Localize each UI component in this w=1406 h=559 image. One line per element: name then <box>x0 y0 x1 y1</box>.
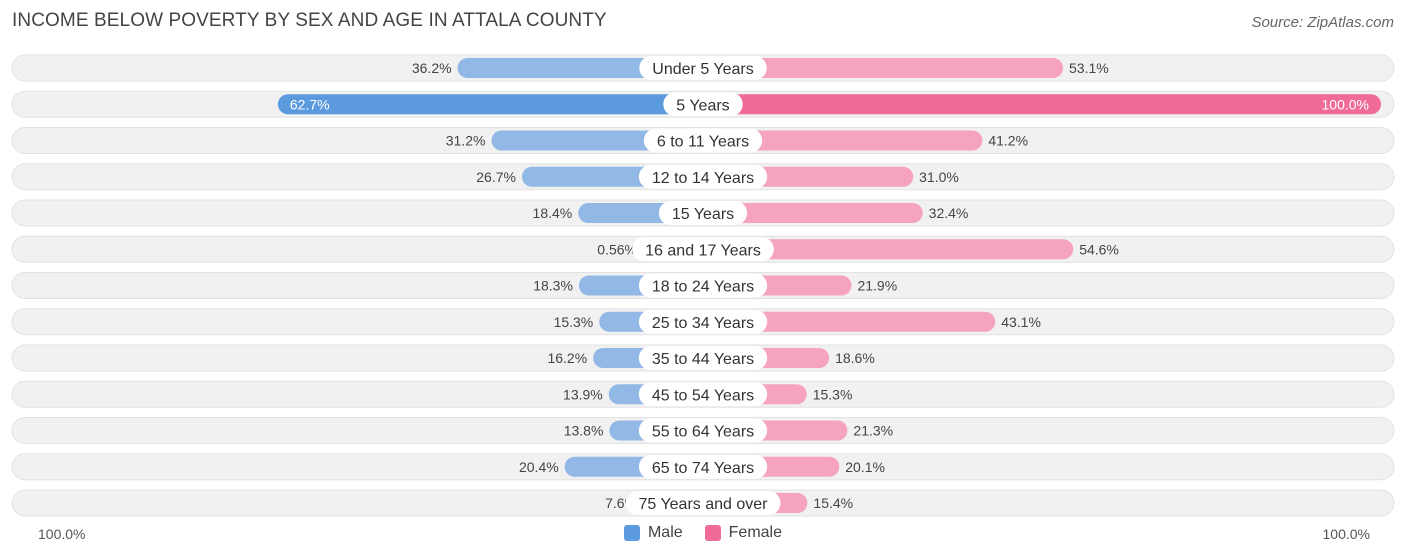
category-label: Under 5 Years <box>652 61 753 78</box>
category-label: 6 to 11 Years <box>657 134 749 151</box>
category-pill <box>632 237 774 262</box>
male-value-label: 62.7% <box>290 96 330 112</box>
category-label: 5 Years <box>676 97 729 114</box>
category-label: 35 to 44 Years <box>652 351 754 368</box>
category-pill <box>638 273 768 298</box>
category-pill <box>639 56 767 80</box>
legend-item-female: Female <box>704 524 783 542</box>
category-label: 12 to 14 Years <box>652 170 754 187</box>
male-value-label: 20.4% <box>519 459 559 475</box>
category-pill <box>638 382 768 407</box>
legend-label-female: Female <box>728 524 783 541</box>
female-value-label: 15.3% <box>813 386 853 402</box>
male-value-label: 18.3% <box>533 278 573 294</box>
male-value-label: 16.2% <box>547 350 587 366</box>
female-value-label: 21.9% <box>857 278 897 294</box>
male-value-label: 15.3% <box>554 314 594 330</box>
category-label: 55 to 64 Years <box>652 424 754 441</box>
female-value-label: 41.2% <box>988 133 1028 149</box>
category-label: 16 and 17 Years <box>645 242 761 259</box>
male-bar <box>277 94 703 115</box>
female-value-label: 15.4% <box>813 495 853 511</box>
category-pill <box>658 201 748 225</box>
category-label: 75 Years and over <box>639 496 769 513</box>
female-value-label: 32.4% <box>929 205 969 221</box>
male-value-label: 36.2% <box>412 60 452 76</box>
female-value-label: 43.1% <box>1001 314 1041 330</box>
male-value-label: 13.9% <box>563 386 603 402</box>
female-bar <box>703 58 1064 78</box>
category-label: 65 to 74 Years <box>652 460 754 477</box>
chart-title: INCOME BELOW POVERTY BY SEX AND AGE IN A… <box>12 10 607 31</box>
female-value-label: 54.6% <box>1079 241 1119 257</box>
female-value-label: 21.3% <box>853 423 893 439</box>
chart-canvas: 36.2% 53.1% Under 5 Years 62.7% 100.0% 5 Year… <box>11 54 1395 517</box>
category-pill <box>663 92 743 117</box>
legend-item-male: Male <box>623 524 683 542</box>
male-value-label: 13.8% <box>564 423 604 439</box>
female-bar <box>703 203 923 223</box>
female-bar <box>703 94 1381 115</box>
category-label: 18 to 24 Years <box>652 279 754 296</box>
category-pill <box>638 418 768 443</box>
female-bar <box>703 130 983 151</box>
category-pill <box>638 454 768 479</box>
female-bar <box>703 239 1074 260</box>
female-value-label: 31.0% <box>919 169 959 185</box>
axis-right-label: 100.0% <box>1322 526 1370 542</box>
category-label: 25 to 34 Years <box>652 315 754 332</box>
female-bar <box>703 311 996 332</box>
female-value-label: 100.0% <box>1322 96 1369 112</box>
category-pill <box>643 128 763 153</box>
source-label: Source: ZipAtlas.com <box>1251 14 1394 31</box>
legend-swatch-male <box>623 525 640 541</box>
category-label: 15 Years <box>672 206 734 223</box>
male-value-label: 26.7% <box>476 169 516 185</box>
category-label: 45 to 54 Years <box>652 387 754 404</box>
female-value-label: 18.6% <box>835 350 875 366</box>
male-value-label: 18.4% <box>533 205 573 221</box>
legend-swatch-female <box>704 525 721 541</box>
category-pill <box>625 491 781 515</box>
legend: Male Female <box>0 524 1406 542</box>
legend-label-male: Male <box>647 524 683 541</box>
female-value-label: 53.1% <box>1069 60 1109 76</box>
category-pill <box>638 309 768 334</box>
male-value-label: 31.2% <box>446 133 486 149</box>
category-pill <box>638 164 768 189</box>
female-value-label: 20.1% <box>845 459 885 475</box>
axis-left-label: 100.0% <box>38 526 86 542</box>
male-value-label: 0.56% <box>597 241 637 257</box>
category-pill <box>638 346 768 370</box>
